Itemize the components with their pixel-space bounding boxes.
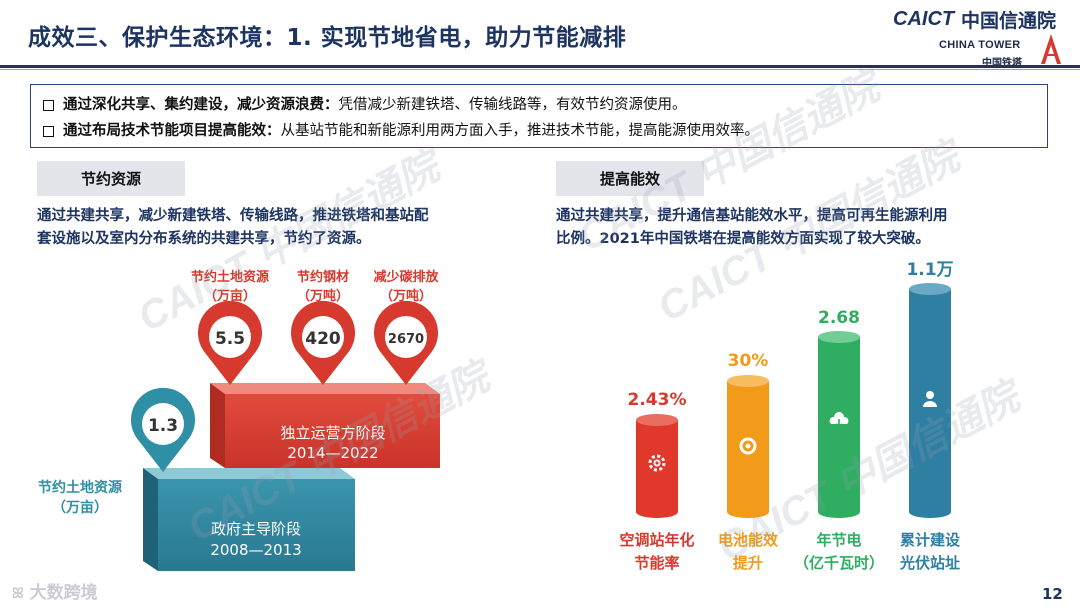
person-icon xyxy=(923,391,937,407)
bar-label-sub: 光伏站址 xyxy=(899,554,960,572)
summary-item: 通过布局技术节能项目提高能效： 从基站节能和新能源利用两方面入手，推进技术节能，… xyxy=(43,118,1037,144)
pin-label: 节约土地资源 xyxy=(191,269,269,285)
resources-description-line: 套设施以及室内分布系统的共建共享，节约了资源。 xyxy=(37,231,371,247)
header-divider xyxy=(0,65,1080,68)
pin-unit: （万亩） xyxy=(204,288,256,304)
tower-logo-icon xyxy=(1041,34,1061,64)
bar-label-sub: 提升 xyxy=(733,554,763,572)
summary-item-text: 凭借减少新建铁塔、传输线路等，有效节约资源使用。 xyxy=(338,97,687,113)
page-title: 成效三、保护生态环境：1. 实现节地省电，助力节能减排 xyxy=(28,25,627,51)
caict-logo: CAICT xyxy=(893,8,955,30)
pin-unit: （万吨） xyxy=(380,288,432,304)
pin-value: 5.5 xyxy=(215,329,245,349)
checkbox-icon xyxy=(43,99,54,111)
summary-item-text: 从基站节能和新能源利用两方面入手，推进技术节能，提高能源使用效率。 xyxy=(280,123,760,139)
pin-land-saving-high: 节约土地资源 （万亩） 5.5 xyxy=(191,269,269,385)
stage-block-independent: 独立运营方阶段 2014—2022 xyxy=(210,383,440,468)
summary-item: 通过深化共享、集约建设，减少资源浪费： 凭借减少新建铁塔、传输线路等，有效节约资… xyxy=(43,92,1037,118)
caict-logo-cn: 中国信通院 xyxy=(961,10,1057,32)
pin-steel-saving: 节约钢材 （万吨） 420 xyxy=(291,269,355,385)
stage-independent-name: 独立运营方阶段 xyxy=(280,424,385,442)
china-tower-logo: CHINA TOWER xyxy=(939,39,1021,51)
bar-value: 2.68 xyxy=(818,308,860,328)
summary-item-bold: 通过布局技术节能项目提高能效： xyxy=(63,123,281,139)
bar-ac-energy-saving: 2.43% 空调站年化 节能率 xyxy=(619,390,694,572)
resources-description: 通过共建共享，减少新建铁塔、传输线路，推进铁塔和基站配 套设施以及室内分布系统的… xyxy=(37,205,537,251)
bar-solar-sites: 1.1万 累计建设 光伏站址 xyxy=(899,260,960,572)
bar-value: 30% xyxy=(728,351,769,371)
bar-value: 2.43% xyxy=(628,390,687,410)
checkbox-icon xyxy=(43,125,54,137)
pin-value: 2670 xyxy=(388,332,424,347)
bar-label: 年节电 xyxy=(816,531,861,549)
footer-brand: ꕤ 大数跨境 xyxy=(12,578,98,603)
section-tag-resources: 节约资源 xyxy=(37,161,185,196)
china-tower-logo-cn: 中国铁塔 xyxy=(982,58,1022,69)
gear-icon xyxy=(648,454,666,472)
bar-label-sub: 节能率 xyxy=(634,554,679,572)
stage-independent-years: 2014—2022 xyxy=(287,444,378,462)
bar-label-sub: （亿千瓦时） xyxy=(794,554,884,572)
header-divider-thin xyxy=(0,69,1080,70)
bar-label: 累计建设 xyxy=(900,531,960,549)
pin-unit: （万亩） xyxy=(52,499,108,516)
resources-infographic: 独立运营方阶段 2014—2022 政府主导阶段 2008—2013 节约土地资… xyxy=(38,269,440,571)
brand-name: 大数跨境 xyxy=(29,583,98,603)
pin-label: 节约钢材 xyxy=(297,269,349,285)
efficiency-infographic: 2.43% 空调站年化 节能率 30% 电池能效 提升 2.68 年节电 （亿千… xyxy=(619,260,960,572)
lifebuoy-icon xyxy=(739,437,757,455)
bar-label: 电池能效 xyxy=(718,531,779,549)
pin-value: 420 xyxy=(305,329,341,349)
stage-block-government: 政府主导阶段 2008—2013 xyxy=(143,468,355,571)
cloud-download-icon xyxy=(829,412,849,429)
pin-land-saving-low: 1.3 xyxy=(131,387,195,472)
bar-value: 1.1万 xyxy=(906,260,953,280)
pin-unit: （万吨） xyxy=(297,288,349,304)
summary-item-bold: 通过深化共享、集约建设，减少资源浪费： xyxy=(63,97,339,113)
pin-carbon-reduction: 减少碳排放 （万吨） 2670 xyxy=(373,269,439,385)
pin-label: 减少碳排放 xyxy=(373,269,439,285)
page-number: 12 xyxy=(1042,585,1063,603)
pin-label: 节约土地资源 xyxy=(38,479,122,496)
summary-box: 通过深化共享、集约建设，减少资源浪费： 凭借减少新建铁塔、传输线路等，有效节约资… xyxy=(30,84,1048,148)
bar-battery-efficiency: 30% 电池能效 提升 xyxy=(718,351,779,572)
efficiency-description-line: 比例。2021年中国铁塔在提高能效方面实现了较大突破。 xyxy=(556,231,930,247)
efficiency-description: 通过共建共享，提升通信基站能效水平，提高可再生能源利用 比例。2021年中国铁塔… xyxy=(556,205,1056,251)
bar-annual-power-saving: 2.68 年节电 （亿千瓦时） xyxy=(794,308,884,572)
stage-government-name: 政府主导阶段 xyxy=(211,520,301,538)
efficiency-description-line: 通过共建共享，提升通信基站能效水平，提高可再生能源利用 xyxy=(556,208,948,224)
brand-icon: ꕤ xyxy=(12,586,24,602)
resources-description-line: 通过共建共享，减少新建铁塔、传输线路，推进铁塔和基站配 xyxy=(37,208,429,224)
section-tag-efficiency: 提高能效 xyxy=(556,161,704,196)
pin-value: 1.3 xyxy=(148,416,178,436)
stage-government-years: 2008—2013 xyxy=(210,541,301,559)
bar-label: 空调站年化 xyxy=(619,531,694,549)
